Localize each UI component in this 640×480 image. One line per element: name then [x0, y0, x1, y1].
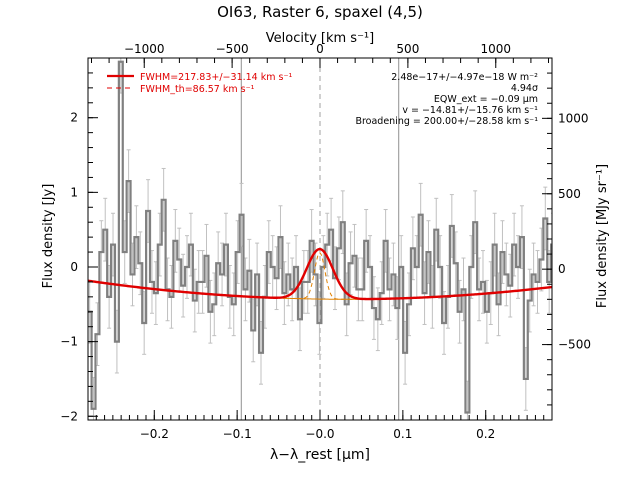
y-axis-label-right: Flux density [MJy sr⁻¹] — [595, 164, 610, 308]
right-tick-label: −500 — [558, 338, 591, 352]
legend-label-thermal: FWHM_th=86.57 km s⁻¹ — [140, 84, 255, 95]
x-tick-label: −0.0 — [305, 427, 334, 441]
x-tick-label: 0.1 — [393, 427, 412, 441]
top-tick-label: 500 — [396, 42, 419, 56]
y-tick-label: −2 — [60, 409, 78, 423]
y-axis-label-left: Flux density [Jy] — [41, 184, 56, 289]
plot-area — [88, 58, 552, 420]
y-tick-label: 2 — [70, 111, 78, 125]
plot-content — [88, 58, 552, 420]
annotation-velocity: v = −14.81+/−15.76 km s⁻¹ — [402, 105, 538, 116]
annotation-line-flux: 2.48e−17+/−4.97e−18 W m⁻² — [391, 72, 538, 83]
y-tick-label: 1 — [70, 185, 78, 199]
top-axis-label: Velocity [km s⁻¹] — [266, 31, 374, 46]
annotation-significance: 4.94σ — [511, 83, 538, 94]
top-tick-label: 0 — [316, 42, 324, 56]
top-tick-label: −1000 — [124, 42, 165, 56]
x-tick-label: 0.2 — [476, 427, 495, 441]
top-tick-label: 1000 — [480, 42, 511, 56]
y-tick-label: 0 — [70, 260, 78, 274]
top-tick-label: −500 — [216, 42, 249, 56]
x-tick-label: −0.1 — [223, 427, 252, 441]
right-tick-label: 500 — [558, 187, 581, 201]
chart-title: OI63, Raster 6, spaxel (4,5) — [217, 3, 423, 21]
axes: −0.2 −0.1 −0.0 0.1 0.2 −2 −1 0 1 2 −500 0 500 1000 −10… — [60, 42, 591, 441]
x-tick-label: −0.2 — [140, 427, 169, 441]
right-tick-label: 0 — [558, 262, 566, 276]
legend-label-fit: FWHM=217.83+/−31.14 km s⁻¹ — [140, 72, 292, 83]
legend: FWHM=217.83+/−31.14 km s⁻¹ FWHM_th=86.57… — [107, 72, 292, 95]
y-tick-label: −1 — [60, 335, 78, 349]
annotation-eqw: EQW_ext = −0.09 μm — [434, 94, 538, 105]
fit-curve — [88, 247, 552, 301]
x-axis-label: λ−λ_rest [μm] — [270, 447, 370, 463]
right-tick-label: 1000 — [558, 111, 589, 125]
fit-annotations: 2.48e−17+/−4.97e−18 W m⁻² 4.94σ EQW_ext … — [355, 72, 538, 127]
annotation-broadening: Broadening = 200.00+/−28.58 km s⁻¹ — [355, 116, 538, 127]
